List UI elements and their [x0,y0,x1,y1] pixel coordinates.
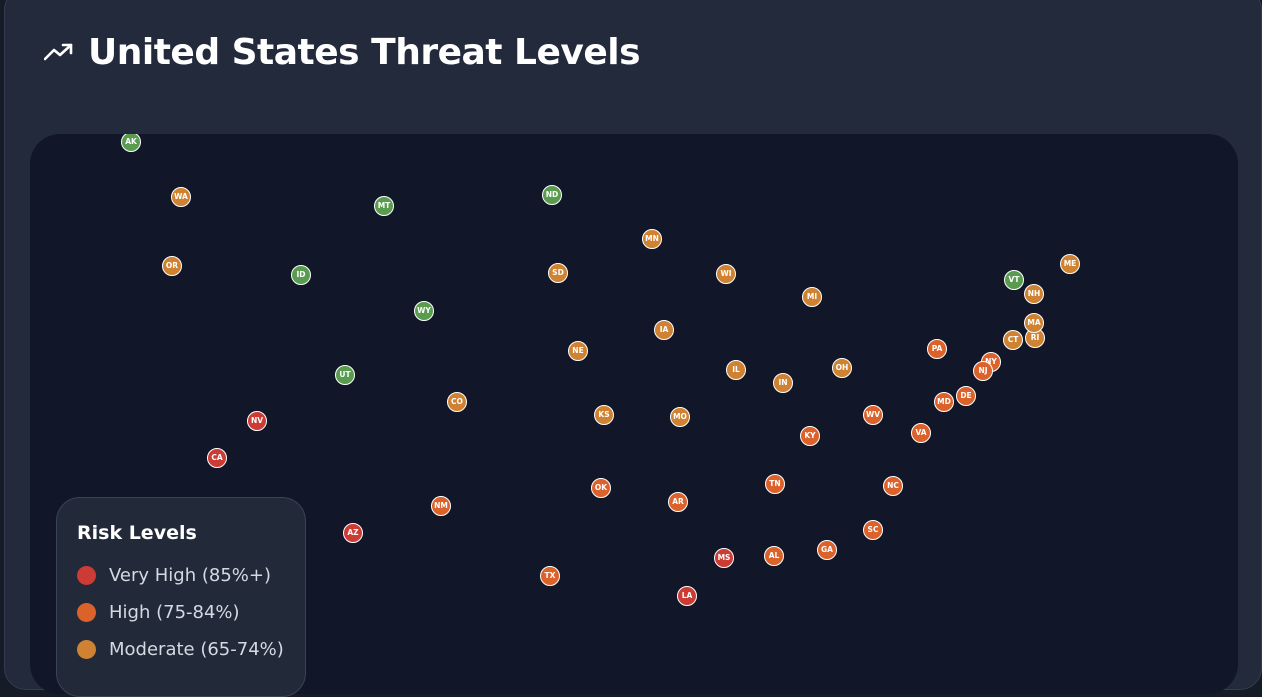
state-marker-ak[interactable]: AK [121,134,141,152]
risk-legend: Risk Levels Very High (85%+) High (75-84… [56,497,306,697]
state-marker-or[interactable]: OR [162,256,182,276]
state-marker-nm[interactable]: NM [431,496,451,516]
state-marker-al[interactable]: AL [764,546,784,566]
state-marker-ut[interactable]: UT [335,365,355,385]
state-marker-ok[interactable]: OK [591,478,611,498]
state-marker-co[interactable]: CO [447,392,467,412]
state-marker-nv[interactable]: NV [247,411,267,431]
state-marker-wi[interactable]: WI [716,264,736,284]
state-marker-in[interactable]: IN [773,373,793,393]
state-marker-ga[interactable]: GA [817,540,837,560]
state-marker-mn[interactable]: MN [642,229,662,249]
trending-up-icon [44,41,74,63]
state-marker-nj[interactable]: NJ [973,361,993,381]
legend-swatch [77,566,96,585]
state-marker-sc[interactable]: SC [863,520,883,540]
card-header: United States Threat Levels [44,30,641,74]
state-marker-vt[interactable]: VT [1004,270,1024,290]
state-marker-mo[interactable]: MO [670,407,690,427]
state-marker-md[interactable]: MD [934,392,954,412]
state-marker-ca[interactable]: CA [207,448,227,468]
state-marker-ar[interactable]: AR [668,492,688,512]
state-marker-nh[interactable]: NH [1024,284,1044,304]
state-marker-ma[interactable]: MA [1024,313,1044,333]
legend-swatch [77,640,96,659]
legend-item-high: High (75-84%) [77,602,240,623]
state-marker-nc[interactable]: NC [883,476,903,496]
state-marker-va[interactable]: VA [911,423,931,443]
state-marker-ks[interactable]: KS [594,405,614,425]
state-marker-de[interactable]: DE [956,386,976,406]
state-marker-pa[interactable]: PA [927,339,947,359]
state-marker-ia[interactable]: IA [654,320,674,340]
page-title: United States Threat Levels [88,31,641,73]
state-marker-tn[interactable]: TN [765,474,785,494]
state-marker-mi[interactable]: MI [802,287,822,307]
state-marker-la[interactable]: LA [677,586,697,606]
legend-label: High (75-84%) [109,602,240,623]
state-marker-wy[interactable]: WY [414,301,434,321]
state-marker-tx[interactable]: TX [540,566,560,586]
legend-title: Risk Levels [77,522,197,544]
state-marker-il[interactable]: IL [726,360,746,380]
state-marker-nd[interactable]: ND [542,185,562,205]
state-marker-az[interactable]: AZ [343,523,363,543]
state-marker-ms[interactable]: MS [714,548,734,568]
state-marker-ky[interactable]: KY [800,426,820,446]
state-marker-mt[interactable]: MT [374,196,394,216]
legend-item-moderate: Moderate (65-74%) [77,639,284,660]
state-marker-ne[interactable]: NE [568,341,588,361]
state-marker-wa[interactable]: WA [171,187,191,207]
state-marker-oh[interactable]: OH [832,358,852,378]
state-marker-ct[interactable]: CT [1003,330,1023,350]
state-marker-me[interactable]: ME [1060,254,1080,274]
legend-item-very-high: Very High (85%+) [77,565,271,586]
legend-label: Very High (85%+) [109,565,271,586]
legend-swatch [77,603,96,622]
state-marker-sd[interactable]: SD [548,263,568,283]
state-marker-id[interactable]: ID [291,265,311,285]
state-marker-wv[interactable]: WV [863,405,883,425]
legend-label: Moderate (65-74%) [109,639,284,660]
